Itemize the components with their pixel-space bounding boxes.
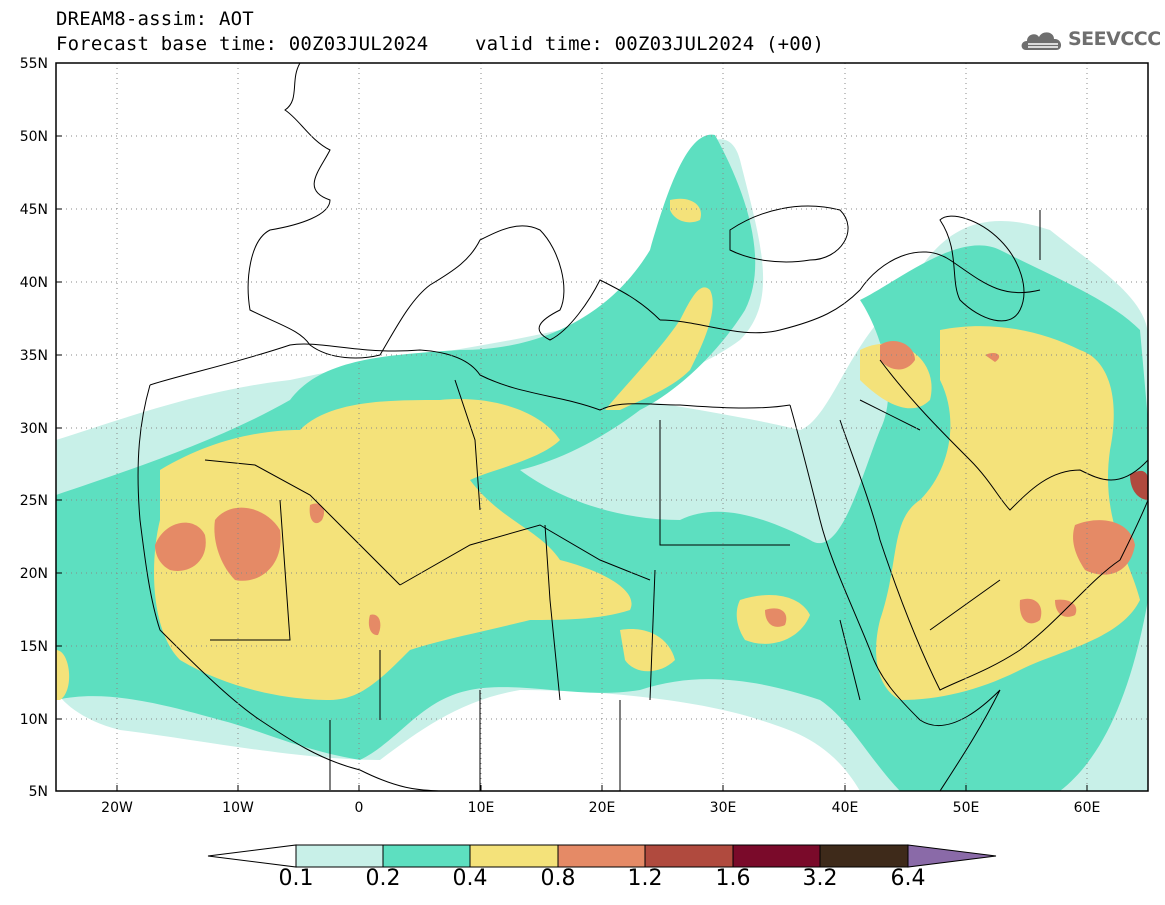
colorbar-labels: 0.1 0.2 0.4 0.8 1.2 1.6 3.2 6.4 — [0, 866, 1165, 896]
lat-label: 25N — [20, 493, 48, 509]
lat-label: 45N — [20, 202, 48, 218]
coastlines — [137, 63, 1148, 791]
chart-title: DREAM8-assim: AOT — [56, 8, 254, 30]
colorbar-left-arrow — [207, 844, 297, 868]
colorbar-label: 0.8 — [540, 866, 576, 891]
colorbar-label: 1.2 — [627, 866, 663, 891]
colorbar-bin — [819, 844, 909, 868]
colorbar-label: 3.2 — [802, 866, 838, 891]
aot-field — [56, 63, 1148, 791]
colorbar-label: 0.1 — [278, 866, 314, 891]
lon-label: 20E — [589, 800, 616, 816]
lat-label: 30N — [20, 421, 48, 437]
colorbar-label: 6.4 — [890, 866, 926, 891]
lon-label: 60E — [1074, 800, 1101, 816]
forecast-time-label: Forecast base time: 00Z03JUL2024 valid t… — [56, 33, 825, 55]
lat-label: 10N — [20, 712, 48, 728]
colorbar-label: 1.6 — [715, 866, 751, 891]
lon-label: 50E — [953, 800, 980, 816]
colorbar-bin — [295, 844, 384, 868]
lon-label: 10E — [468, 800, 495, 816]
colorbar — [207, 844, 997, 868]
colorbar-bin — [382, 844, 471, 868]
lat-label: 35N — [20, 348, 48, 364]
colorbar-label: 0.4 — [452, 866, 488, 891]
lat-label: 55N — [20, 56, 48, 72]
lat-label: 20N — [20, 566, 48, 582]
colorbar-right-arrow — [907, 844, 997, 868]
gridlines — [56, 63, 1148, 791]
lon-label: 10W — [222, 800, 254, 816]
latitude-labels: 5N 10N 15N 20N 25N 30N 35N 40N 45N 50N 5… — [20, 56, 48, 800]
lat-label: 15N — [20, 639, 48, 655]
lat-label: 5N — [29, 784, 48, 800]
colorbar-bin — [557, 844, 646, 868]
lat-label: 40N — [20, 275, 48, 291]
lon-label: 30E — [710, 800, 737, 816]
longitude-labels: 20W 10W 0 10E 20E 30E 40E 50E 60E — [101, 800, 1100, 816]
logo-text: SEEVCCC — [1068, 28, 1161, 50]
aot-level-0.8 — [155, 340, 1135, 636]
colorbar-bin — [469, 844, 559, 868]
axis-ticks — [56, 135, 1088, 792]
lat-label: 50N — [20, 129, 48, 145]
lon-label: 20W — [101, 800, 133, 816]
colorbar-label: 0.2 — [365, 866, 401, 891]
lon-label: 0 — [355, 800, 364, 816]
seevccc-logo: SEEVCCC — [1018, 24, 1161, 56]
cloud-icon — [1021, 32, 1062, 50]
aot-level-1.2 — [1130, 470, 1148, 500]
colorbar-bin — [732, 844, 821, 868]
colorbar-bin — [644, 844, 734, 868]
lon-label: 40E — [832, 800, 859, 816]
